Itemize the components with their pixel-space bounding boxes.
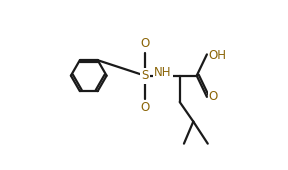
Text: O: O (209, 90, 218, 103)
Text: OH: OH (209, 49, 227, 62)
Text: S: S (141, 69, 149, 82)
Text: NH: NH (154, 66, 171, 79)
Text: O: O (140, 37, 149, 50)
Text: O: O (140, 101, 149, 114)
